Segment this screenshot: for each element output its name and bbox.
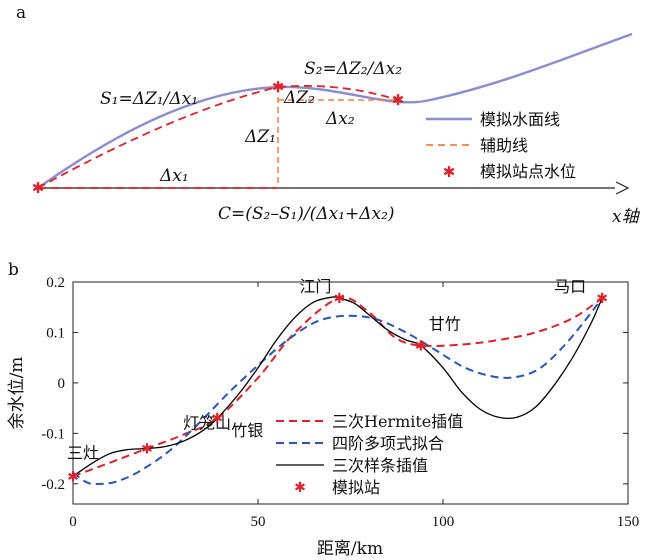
y-tick-label: -0.1 xyxy=(41,426,65,442)
a-station-marker: ✱ xyxy=(392,91,405,109)
legend-a-item-0: 模拟水面线 xyxy=(480,110,560,129)
y-tick-label: -0.2 xyxy=(41,477,65,493)
panel-b-label: b xyxy=(8,260,19,280)
station-label: 竹银 xyxy=(231,421,263,440)
station-marker: ✱ xyxy=(211,411,223,427)
y-tick-label: 0.2 xyxy=(46,275,65,291)
x-tick-label: 50 xyxy=(251,514,266,530)
dx2-label: Δx₂ xyxy=(325,109,355,129)
legend-a-item-1: 辅助线 xyxy=(480,136,528,155)
aux-curve-1 xyxy=(37,86,279,189)
station-label: 三灶 xyxy=(67,443,99,462)
legend-a-item-2: 模拟站点水位 xyxy=(480,162,576,181)
station-label: 甘竹 xyxy=(429,315,461,334)
aux-curve-2 xyxy=(277,85,399,101)
series-line-1 xyxy=(72,297,603,486)
dz1-label: ΔZ₁ xyxy=(244,127,276,147)
x-tick-label: 0 xyxy=(69,514,77,530)
x-tick-label: 150 xyxy=(617,514,640,530)
legend-a-marker-swatch: ✱ xyxy=(443,163,456,181)
y-tick-label: 0 xyxy=(58,376,66,392)
series-layer xyxy=(72,296,603,486)
series-line-2 xyxy=(72,296,603,477)
legend-b-item-1: 四阶多项式拟合 xyxy=(332,434,444,453)
y-axis-title: 余水位/m xyxy=(7,357,27,430)
legend-b: 三次Hermite插值 四阶多项式拟合 三次样条插值 ✱ 模拟站 xyxy=(276,412,463,497)
station-marker: ✱ xyxy=(596,291,608,307)
s2-label: S₂=ΔZ₂/Δx₂ xyxy=(304,59,402,79)
axis-ticks: 0 50 100 150 -0.2 -0.1 0 0.1 0.2 xyxy=(41,275,639,530)
legend-b-item-0: 三次Hermite插值 xyxy=(332,412,463,431)
legend-b-item-2: 三次样条插值 xyxy=(332,456,428,475)
a-station-marker: ✱ xyxy=(32,179,45,197)
water-surface-line xyxy=(37,32,633,189)
dz2-label: ΔZ₂ xyxy=(283,88,315,108)
x-axis-label: x轴 xyxy=(612,207,641,227)
station-marker: ✱ xyxy=(334,291,346,307)
c-formula: C=(S₂–S₁)/(Δx₁+Δx₂) xyxy=(218,204,395,224)
series-line-0 xyxy=(72,296,603,478)
a-station-marker: ✱ xyxy=(272,78,285,96)
panel-a: a ✱ ✱ ✱ S₁=ΔZ₁/Δx₁ S₂=ΔZ₂/Δx₂ ΔZ₁ ΔZ₂ Δx… xyxy=(16,3,641,227)
y-tick-label: 0.1 xyxy=(46,325,65,341)
station-marker: ✱ xyxy=(415,339,427,355)
station-label: 灯笼山 xyxy=(183,414,231,433)
panel-b: b 0 50 100 150-0.2-0.100.10.2 ✱三灶 ✱灯笼山✱竹银✱江门… xyxy=(7,260,639,559)
station-label: 江门 xyxy=(299,277,331,296)
plot-frame xyxy=(72,281,629,505)
station-layer: ✱三灶 ✱灯笼山✱竹银✱江门✱甘竹✱马口 xyxy=(67,277,608,485)
station-marker: ✱ xyxy=(67,469,79,485)
station-label: 马口 xyxy=(554,277,586,296)
panel-a-label: a xyxy=(16,3,26,23)
legend-a: 模拟水面线 辅助线 ✱ 模拟站点水位 xyxy=(426,110,576,181)
legend-b-item-3: 模拟站 xyxy=(332,478,380,497)
x-axis-title: 距离/km xyxy=(317,539,383,559)
legend-b-swatch-station: ✱ xyxy=(294,480,306,496)
a-axis-arrow xyxy=(615,181,630,195)
station-marker: ✱ xyxy=(141,442,153,458)
x-tick-label: 100 xyxy=(432,514,455,530)
dx1-label: Δx₁ xyxy=(159,166,189,186)
s1-label: S₁=ΔZ₁/Δx₁ xyxy=(100,89,198,109)
